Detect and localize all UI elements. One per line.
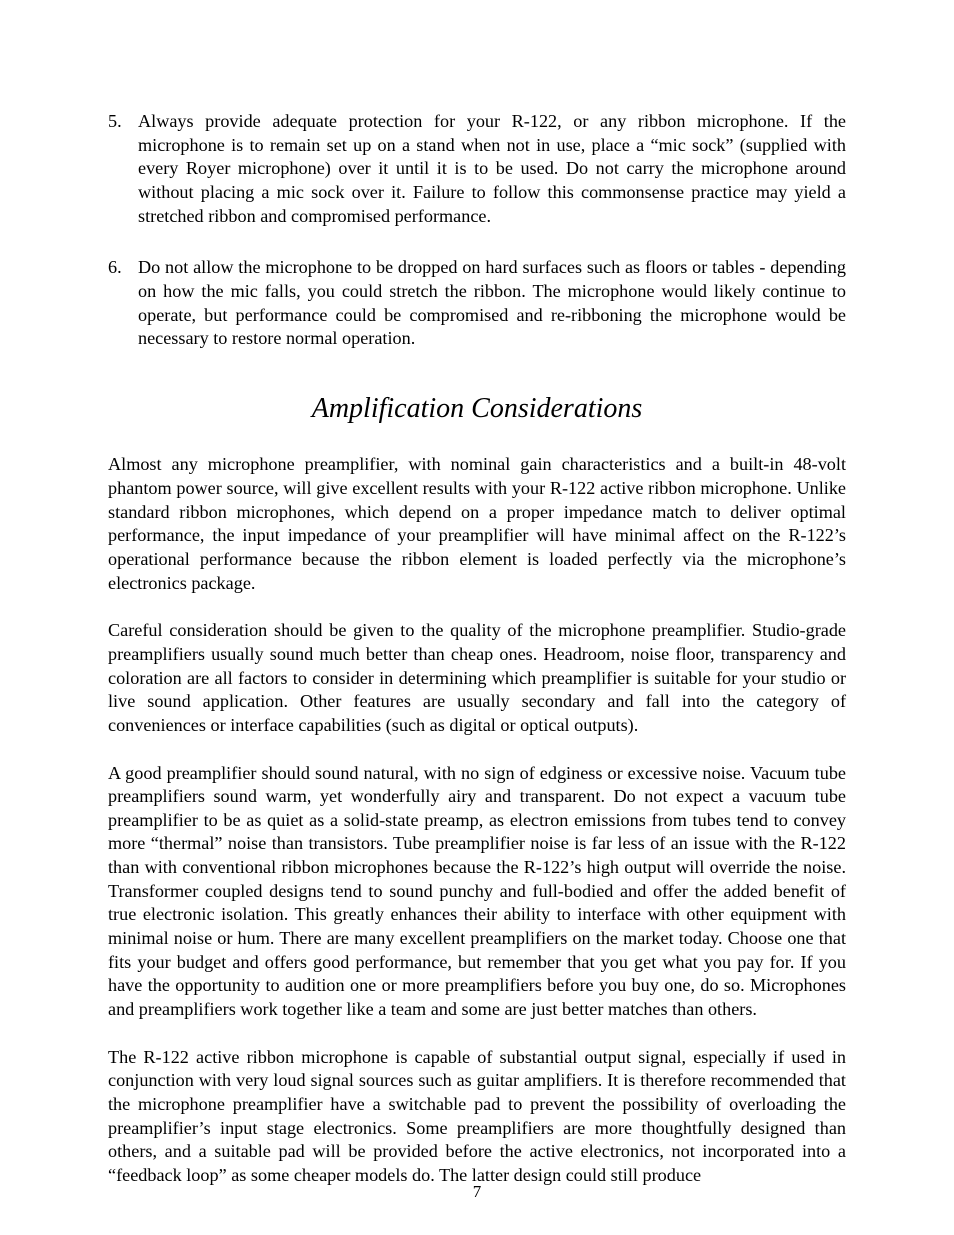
list-item: 5. Always provide adequate protection fo…	[108, 110, 846, 228]
list-item-number: 6.	[108, 256, 138, 351]
document-page: 5. Always provide adequate protection fo…	[0, 0, 954, 1235]
body-paragraph: The R-122 active ribbon microphone is ca…	[108, 1046, 846, 1188]
list-item-number: 5.	[108, 110, 138, 228]
list-item: 6. Do not allow the microphone to be dro…	[108, 256, 846, 351]
list-item-text: Do not allow the microphone to be droppe…	[138, 256, 846, 351]
page-number: 7	[0, 1182, 954, 1202]
section-heading: Amplification Considerations	[108, 391, 846, 427]
body-paragraph: A good preamplifier should sound natural…	[108, 762, 846, 1022]
body-paragraph: Almost any microphone preamplifier, with…	[108, 453, 846, 595]
body-paragraph: Careful consideration should be given to…	[108, 619, 846, 737]
list-item-text: Always provide adequate protection for y…	[138, 110, 846, 228]
numbered-list: 5. Always provide adequate protection fo…	[108, 110, 846, 351]
